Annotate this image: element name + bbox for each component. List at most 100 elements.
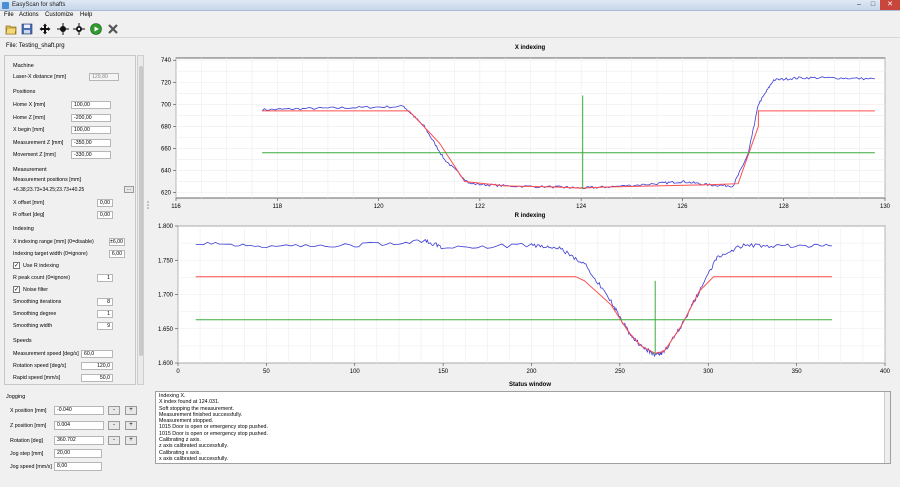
x-begin-label: X begin [mm]: [13, 127, 45, 133]
maximize-button[interactable]: □: [870, 1, 876, 8]
reference-z-icon[interactable]: [72, 22, 86, 36]
y-tick-label: 700: [161, 102, 172, 108]
smoothing-degree-label: Smoothing degree: [13, 311, 57, 317]
menu-file[interactable]: File: [4, 12, 14, 18]
minimize-button[interactable]: –: [857, 1, 861, 8]
settings-scrollbar[interactable]: [137, 55, 144, 385]
status-line: X index found at 124.031.: [159, 399, 220, 406]
jog-rotation-field[interactable]: 360.702: [54, 436, 104, 445]
status-line: x axis calibrated successfully.: [159, 455, 229, 462]
jog-z-minus-button[interactable]: -: [108, 421, 120, 430]
file-label: File: Testing_shaft.prg: [6, 43, 65, 49]
measurement-positions-field[interactable]: +6.38;23.73+34.25;23.73+40.25: [13, 187, 85, 193]
menu-help[interactable]: Help: [80, 12, 93, 18]
x-indexing-chart: 116 118 120 122 124 126 128 130 620 640 660 680 700 7…: [161, 57, 891, 210]
menu-customize[interactable]: Customize: [45, 12, 74, 18]
r-peak-count-label: R peak count (0=ignore): [13, 275, 70, 281]
settings-scrollbar-thumb[interactable]: [139, 66, 143, 356]
jogging-panel: Jogging X position [mm] -0.040 - + Z pos…: [4, 392, 146, 485]
status-line: Calibrating x axis.: [159, 449, 201, 456]
stop-icon[interactable]: [106, 22, 120, 36]
x-offset-field[interactable]: 0,00: [97, 199, 113, 207]
home-z-field[interactable]: -200,00: [71, 114, 111, 122]
close-button[interactable]: ✕: [880, 0, 900, 10]
rotation-speed-field[interactable]: 120,0: [81, 362, 113, 370]
x-tick-label: 0: [176, 369, 180, 375]
rapid-speed-field[interactable]: 50,0: [81, 374, 113, 382]
status-line: Indexing X.: [159, 393, 186, 399]
jog-z-field[interactable]: 0.004: [54, 421, 104, 430]
jog-rotation-minus-button[interactable]: -: [108, 436, 120, 445]
status-window-title: Status window: [509, 382, 551, 388]
reference-x-icon[interactable]: [56, 22, 70, 36]
y-tick-label: 1.750: [158, 258, 174, 264]
jog-x-field[interactable]: -0.040: [54, 406, 104, 415]
indexing-target-width-label: Indexing target width (0=ignore): [13, 251, 88, 257]
noise-filter-label: Noise filter: [23, 287, 49, 293]
smoothing-iterations-field[interactable]: 8: [97, 298, 113, 306]
measurement-speed-label: Measurement speed [deg/s]: [13, 351, 79, 357]
x-tick-label: 122: [475, 204, 486, 210]
laser-x-field[interactable]: 129,80: [89, 73, 119, 81]
movement-z-field[interactable]: -330,00: [71, 151, 111, 159]
measurement-positions-button[interactable]: ...: [124, 186, 134, 193]
x-begin-field[interactable]: 100,00: [71, 126, 111, 134]
move-icon[interactable]: [38, 22, 52, 36]
play-icon[interactable]: [89, 22, 103, 36]
window-title: EasyScan for shafts: [12, 2, 66, 8]
section-jogging: Jogging: [6, 394, 26, 400]
open-icon[interactable]: [4, 22, 18, 36]
smoothed-series: [195, 276, 832, 354]
noise-filter-checkbox[interactable]: ✓: [13, 286, 20, 293]
x-tick-label: 150: [438, 369, 449, 375]
settings-panel: Machine Laser-X distance [mm] 129,80 Pos…: [4, 55, 136, 385]
home-z-label: Home Z [mm]: [13, 115, 46, 121]
status-line: Calibrating z axis.: [159, 437, 201, 444]
smoothing-degree-field[interactable]: 1: [97, 310, 113, 318]
app-icon: [2, 2, 9, 9]
status-line: Soft stopping the measurement.: [159, 405, 235, 412]
jog-speed-field[interactable]: 8,00: [54, 462, 102, 471]
x-tick-label: 130: [880, 204, 891, 210]
r-offset-label: R offset [deg]: [13, 212, 45, 218]
use-r-indexing-checkbox[interactable]: ✓: [13, 262, 20, 269]
jog-x-minus-button[interactable]: -: [108, 406, 120, 415]
jog-step-field[interactable]: 20,00: [54, 449, 102, 458]
section-positions: Positions: [13, 89, 36, 95]
home-x-field[interactable]: 100,00: [71, 101, 111, 109]
status-lines: Indexing X. X index found at 124.031. Soft…: [159, 393, 887, 462]
x-tick-label: 128: [779, 204, 790, 210]
toolbar: [0, 20, 900, 38]
section-machine: Machine: [13, 63, 34, 69]
r-peak-count-field[interactable]: 1: [97, 274, 113, 282]
use-r-indexing-label: Use R indexing: [23, 263, 59, 269]
save-icon[interactable]: [20, 22, 34, 36]
smoothing-width-field[interactable]: 9: [97, 322, 113, 330]
measurement-positions-label: Measurement positions [mm]: [13, 177, 82, 183]
home-x-label: Home X [mm]: [13, 102, 46, 108]
jog-rotation-plus-button[interactable]: +: [125, 436, 137, 445]
indexing-target-width-field[interactable]: 6,00: [109, 250, 125, 258]
jog-rotation-label: Rotation [deg]: [10, 438, 43, 444]
status-window[interactable]: Indexing X. X index found at 124.031. Soft…: [155, 391, 891, 464]
jog-x-plus-button[interactable]: +: [125, 406, 137, 415]
section-indexing: Indexing: [13, 226, 34, 232]
x-tick-label: 350: [792, 369, 803, 375]
r-indexing-title: R indexing: [514, 213, 546, 219]
menu-actions[interactable]: Actions: [19, 12, 39, 18]
title-bar: EasyScan for shafts – □ ✕: [0, 0, 900, 11]
r-offset-field[interactable]: 0,00: [97, 211, 113, 219]
x-offset-label: X offset [mm]: [13, 200, 45, 206]
measurement-z-field[interactable]: -350,00: [71, 139, 111, 147]
section-speeds: Speeds: [13, 338, 32, 344]
jog-step-label: Jog step [mm]: [10, 451, 44, 457]
measurement-speed-field[interactable]: 60,0: [81, 350, 113, 358]
splitter-handle[interactable]: [146, 200, 150, 210]
x-indexing-range-field[interactable]: ±6,00: [109, 238, 125, 246]
x-indexing-range-label: X indexing range [mm] (0=disable): [13, 239, 94, 245]
y-tick-label: 680: [161, 124, 172, 130]
jog-z-plus-button[interactable]: +: [125, 421, 137, 430]
x-tick-label: 50: [263, 369, 270, 375]
x-tick-label: 120: [374, 204, 385, 210]
status-scrollbar[interactable]: [884, 392, 890, 463]
